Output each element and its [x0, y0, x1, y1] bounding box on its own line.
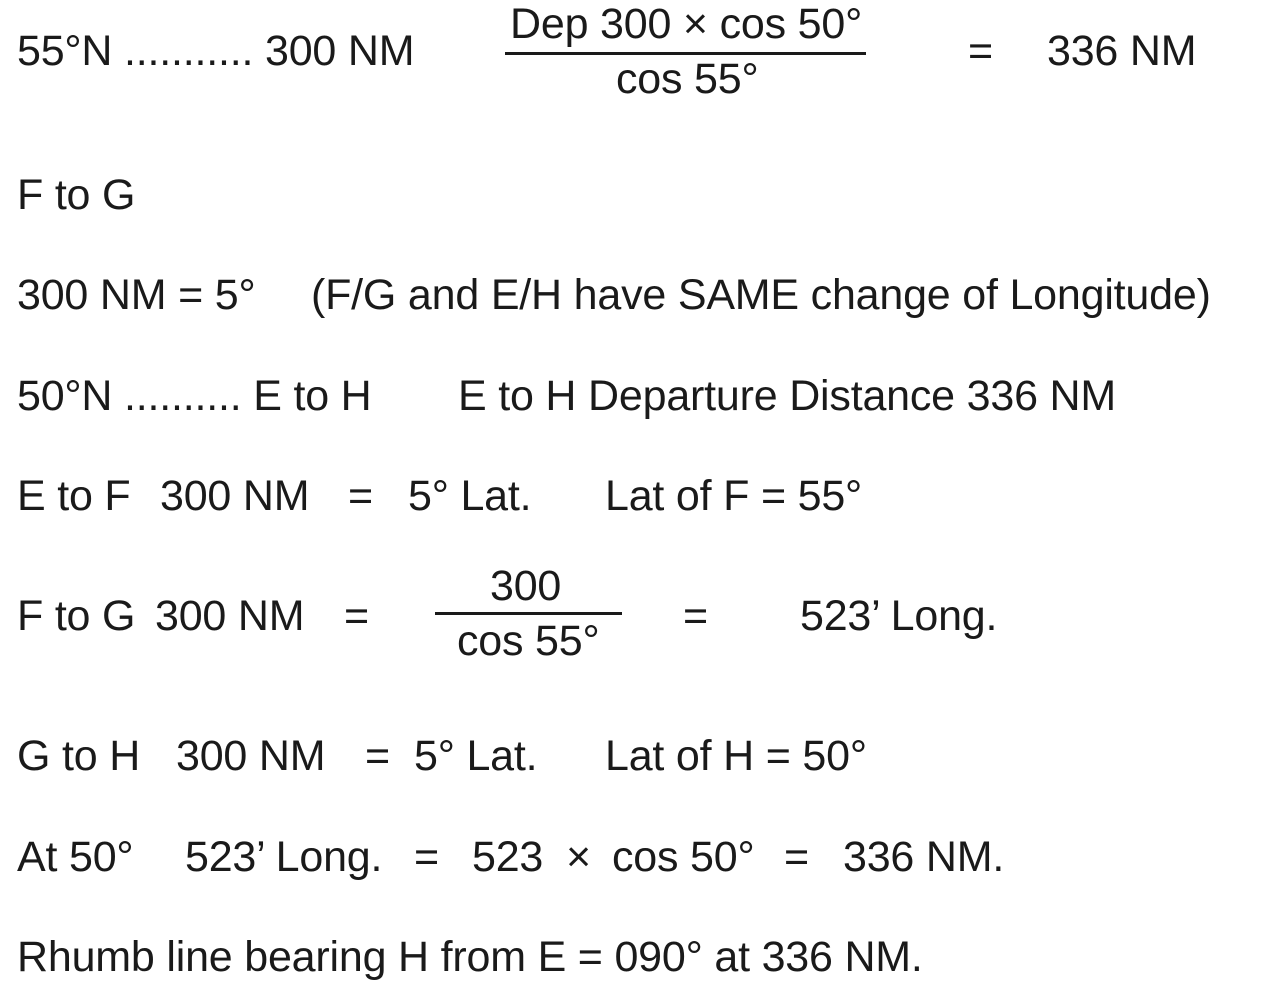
line6-equals1: = [344, 592, 369, 640]
line8-long: 523’ Long. [185, 833, 383, 881]
line3-conversion: 300 NM = 5° [17, 271, 256, 319]
line4-departure: E to H Departure Distance 336 NM [458, 372, 1117, 420]
line4-latitude: 50°N .......... E to H [17, 372, 372, 420]
line7-leg: G to H [17, 732, 141, 780]
line8-times: × [566, 833, 591, 881]
line5-lat-change: 5° Lat. [408, 472, 532, 520]
line2-heading: F to G [17, 171, 136, 219]
line1-fraction-bar [505, 52, 866, 55]
line8-equals1: = [414, 833, 439, 881]
line7-lat-of: Lat of H = 50° [605, 732, 867, 780]
line8-equals2: = [784, 833, 809, 881]
line1-result: 336 NM [1047, 27, 1197, 75]
line6-distance: 300 NM [155, 592, 305, 640]
line3-note: (F/G and E/H have SAME change of Longitu… [311, 271, 1211, 319]
line6-denominator: cos 55° [457, 617, 600, 665]
line7-distance: 300 NM [176, 732, 326, 780]
line6-equals2: = [683, 592, 708, 640]
line8-result: 336 NM. [843, 833, 1005, 881]
line6-fraction-bar [435, 612, 622, 615]
line6-result: 523’ Long. [800, 592, 998, 640]
line1-latitude: 55°N ........... 300 NM [17, 27, 415, 75]
line1-numerator: Dep 300 × cos 50° [510, 0, 863, 48]
line5-leg: E to F [17, 472, 131, 520]
line5-distance: 300 NM [160, 472, 310, 520]
line7-lat-change: 5° Lat. [414, 732, 538, 780]
line6-leg: F to G [17, 592, 136, 640]
line5-lat-of: Lat of F = 55° [605, 472, 863, 520]
line6-numerator: 300 [490, 562, 562, 610]
line7-equals: = [365, 732, 390, 780]
line9-conclusion: Rhumb line bearing H from E = 090° at 33… [17, 933, 923, 981]
line5-equals: = [348, 472, 373, 520]
line1-denominator: cos 55° [616, 55, 759, 103]
line8-value: 523 [472, 833, 544, 881]
line8-at: At 50° [17, 833, 134, 881]
line1-equals: = [968, 27, 993, 75]
line8-cos: cos 50° [612, 833, 755, 881]
